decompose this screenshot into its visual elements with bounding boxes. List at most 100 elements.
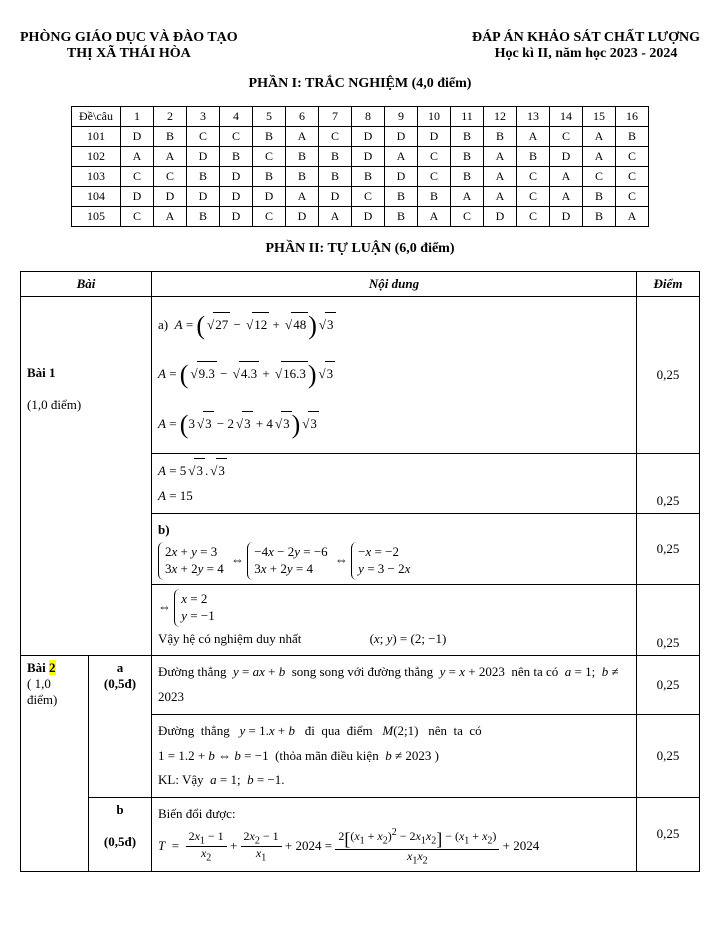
answer-key-cell: C — [516, 207, 549, 227]
answer-key-cell: C — [615, 167, 648, 187]
answer-key-cell: A — [615, 207, 648, 227]
answer-key-cell: A — [417, 207, 450, 227]
answer-key-cell: A — [516, 127, 549, 147]
bai2-sub-a: a (0,5đ) — [89, 656, 152, 797]
answer-key-col: 5 — [252, 107, 285, 127]
answer-key-cell: B — [186, 207, 219, 227]
section1-title: PHẦN I: TRẮC NGHIỆM (4,0 điểm) — [20, 76, 700, 92]
answer-key-cell: B — [252, 127, 285, 147]
section2-title: PHẦN II: TỰ LUẬN (6,0 điểm) — [20, 241, 700, 257]
answer-key-cell: D — [549, 207, 582, 227]
answer-key-cell: D — [549, 147, 582, 167]
answer-key-col: 7 — [318, 107, 351, 127]
answer-key-cell: D — [186, 147, 219, 167]
answer-key-cell: C — [516, 167, 549, 187]
answer-key-cell: B — [153, 127, 186, 147]
answer-key-cell: B — [351, 167, 384, 187]
answer-key-cell: B — [450, 127, 483, 147]
answer-key-cell: B — [384, 187, 417, 207]
answer-key-col: 4 — [219, 107, 252, 127]
answer-key-col: 9 — [384, 107, 417, 127]
answer-key-cell: B — [450, 167, 483, 187]
answer-key-cell: B — [285, 167, 318, 187]
answer-key-cell: A — [483, 187, 516, 207]
answer-key-col: 11 — [450, 107, 483, 127]
answer-key-cell: B — [318, 167, 351, 187]
answer-key-cell: A — [285, 127, 318, 147]
answer-key-cell: C — [186, 127, 219, 147]
answer-key-col: 13 — [516, 107, 549, 127]
answer-key-col: 8 — [351, 107, 384, 127]
answer-key-cell: A — [384, 147, 417, 167]
answer-key-cell: 104 — [72, 187, 121, 207]
answer-key-col: 3 — [186, 107, 219, 127]
answer-key-row: 102AADBCBBDACBABDAC — [72, 147, 649, 167]
answer-key-row: 101DBCCBACDDDBBACAB — [72, 127, 649, 147]
bai2-row1: Đường thẳng y = 1.x + b đi qua điểm M(2;… — [152, 714, 637, 797]
answer-key-cell: B — [516, 147, 549, 167]
answer-key-cell: D — [219, 187, 252, 207]
answer-key-cell: A — [318, 207, 351, 227]
doc-header: PHÒNG GIÁO DỤC VÀ ĐÀO TẠO THỊ XÃ THÁI HÒ… — [20, 30, 700, 62]
answer-key-header: Đề\câu12345678910111213141516 — [72, 107, 649, 127]
answer-key-cell: A — [120, 147, 153, 167]
answer-key-cell: D — [219, 207, 252, 227]
answer-key-cell: C — [153, 167, 186, 187]
answer-key-cell: D — [351, 207, 384, 227]
bai1-label: Bài 1 (1,0 điểm) — [21, 297, 152, 656]
answer-key-col: 6 — [285, 107, 318, 127]
answer-key-cell: B — [483, 127, 516, 147]
answer-key-cell: C — [516, 187, 549, 207]
bai2-score0: 0,25 — [637, 656, 700, 714]
answer-key-cell: D — [186, 187, 219, 207]
answer-key-cell: B — [318, 147, 351, 167]
answer-key-cell: C — [318, 127, 351, 147]
answer-key-cell: 103 — [72, 167, 121, 187]
answer-key-col: 10 — [417, 107, 450, 127]
answer-key-cell: C — [219, 127, 252, 147]
header-right: ĐÁP ÁN KHẢO SÁT CHẤT LƯỢNG Học kì II, nă… — [472, 30, 700, 62]
answer-key-table: Đề\câu12345678910111213141516 101DBCCBAC… — [71, 106, 649, 227]
bai1-row1: A = 53.3A = 15 — [152, 454, 637, 513]
bai2-score1: 0,25 — [637, 714, 700, 797]
answer-key-cell: A — [549, 167, 582, 187]
answer-key-cell: D — [417, 127, 450, 147]
bai2-score2: 0,25 — [637, 797, 700, 871]
answer-key-cell: 105 — [72, 207, 121, 227]
title-line2: Học kì II, năm học 2023 - 2024 — [472, 46, 700, 62]
answer-key-cell: A — [582, 147, 615, 167]
answer-key-cell: C — [450, 207, 483, 227]
answer-key-cell: C — [120, 207, 153, 227]
answer-key-cell: B — [252, 167, 285, 187]
answer-key-cell: 101 — [72, 127, 121, 147]
answer-key-cell: B — [219, 147, 252, 167]
answer-key-cell: A — [450, 187, 483, 207]
answer-key-col: 14 — [549, 107, 582, 127]
answer-key-cell: B — [384, 207, 417, 227]
answer-key-cell: B — [615, 127, 648, 147]
answer-key-cell: B — [582, 207, 615, 227]
answer-key-cell: C — [120, 167, 153, 187]
col-noidung: Nội dung — [152, 272, 637, 297]
answer-key-cell: B — [582, 187, 615, 207]
answer-key-cell: C — [615, 187, 648, 207]
bai1-score3: 0,25 — [637, 585, 700, 656]
answer-key-cell: A — [582, 127, 615, 147]
answer-key-row: 103CCBDBBBBDCBACACC — [72, 167, 649, 187]
bai2-label: Bài 2 ( 1,0 điểm) — [21, 656, 89, 871]
answer-key-cell: C — [615, 147, 648, 167]
bai1-score1: 0,25 — [637, 454, 700, 513]
answer-key-cell: D — [483, 207, 516, 227]
answer-key-cell: D — [318, 187, 351, 207]
answer-key-cell: C — [417, 167, 450, 187]
bai1-score0: 0,25 — [637, 297, 700, 454]
answer-key-cell: D — [219, 167, 252, 187]
answer-key-cell: C — [252, 147, 285, 167]
answer-key-cell: A — [153, 147, 186, 167]
org-line1: PHÒNG GIÁO DỤC VÀ ĐÀO TẠO — [20, 30, 238, 46]
answer-key-col: 16 — [615, 107, 648, 127]
bai2-row0: Đường thẳng y = ax + b song song với đườ… — [152, 656, 637, 714]
bai2-row2: Biến đổi được:T = 2x1 − 1x2 + 2x2 − 1x1 … — [152, 797, 637, 871]
bai1-row0: a) A = (27 − 12 + 48)3A = (9.3 − 4.3 + 1… — [152, 297, 637, 454]
answer-key-cell: C — [549, 127, 582, 147]
